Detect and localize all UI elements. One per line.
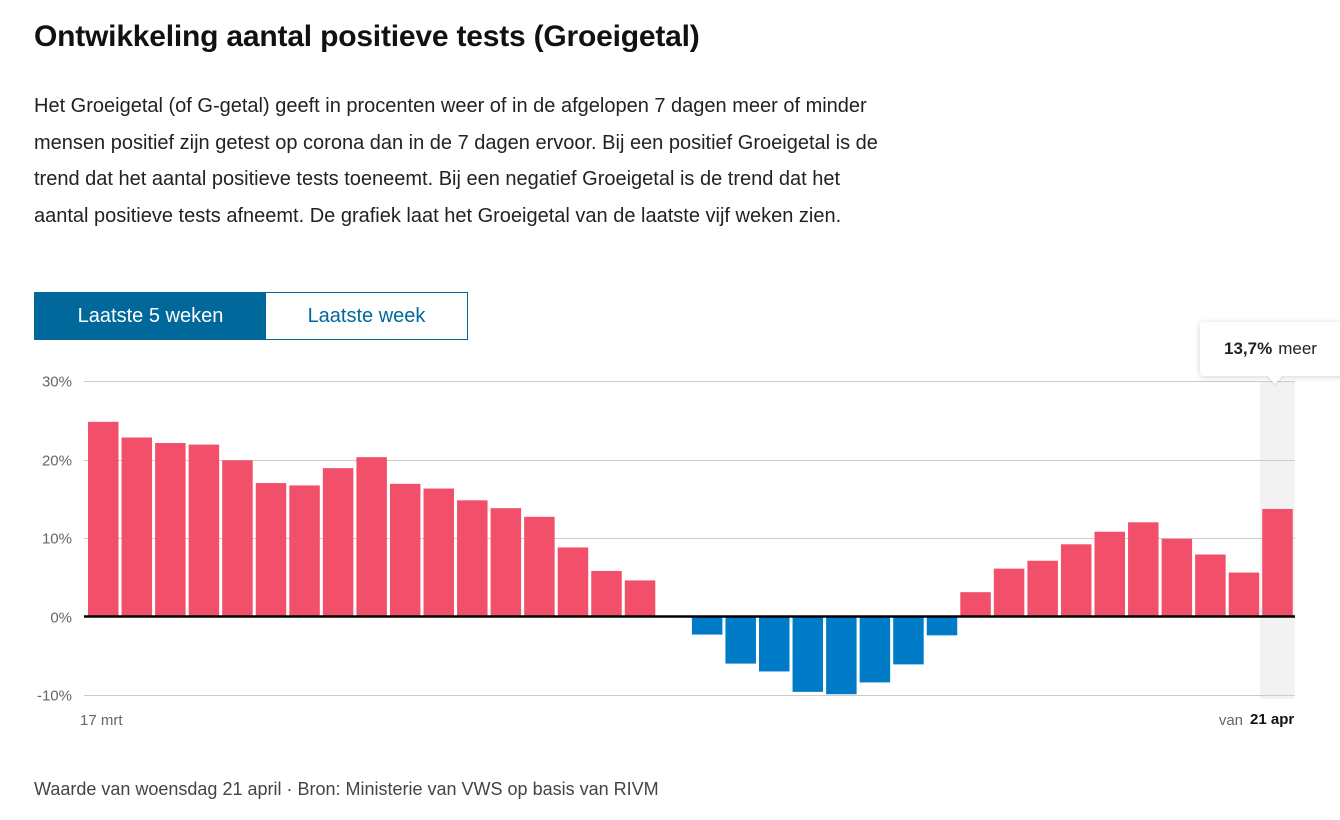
bar[interactable] (155, 443, 186, 617)
bar[interactable] (423, 488, 455, 617)
bar[interactable] (457, 500, 488, 617)
bar[interactable] (524, 516, 555, 617)
bar[interactable] (121, 437, 153, 617)
tab-laatste-week[interactable]: Laatste week (266, 293, 467, 339)
description-text: Het Groeigetal (of G-getal) geeft in pro… (34, 95, 878, 227)
bar[interactable] (624, 580, 656, 617)
bar[interactable] (1228, 572, 1260, 617)
bar[interactable] (322, 468, 354, 617)
bar[interactable] (691, 616, 723, 635)
bar[interactable] (725, 616, 756, 664)
bar[interactable] (1060, 544, 1092, 617)
bar[interactable] (826, 616, 857, 695)
x-end-prefix: van (1219, 712, 1243, 729)
page-title: Ontwikkeling aantal positieve tests (Gro… (34, 20, 700, 53)
bar[interactable] (490, 508, 522, 617)
y-tick-label: 20% (42, 453, 72, 470)
bar[interactable] (222, 460, 253, 617)
bar[interactable] (88, 421, 119, 617)
bar[interactable] (926, 616, 958, 636)
bar[interactable] (557, 547, 589, 617)
value-tooltip: 13,7% meer (1200, 322, 1340, 376)
period-tabs: Laatste 5 weken Laatste week (34, 292, 468, 340)
x-end-label: 21 apr (1250, 711, 1294, 728)
y-tick-label: 10% (42, 531, 72, 548)
tooltip-value: 13,7% (1224, 339, 1273, 358)
bar[interactable] (1161, 538, 1193, 617)
y-tick-label: -10% (37, 688, 72, 705)
bar[interactable] (993, 568, 1025, 617)
bar[interactable] (356, 457, 387, 617)
bar[interactable] (1027, 560, 1058, 617)
bar[interactable] (188, 444, 220, 617)
bar[interactable] (255, 483, 287, 617)
bar[interactable] (289, 485, 320, 617)
bar[interactable] (792, 616, 824, 692)
tab-laatste-5-weken[interactable]: Laatste 5 weken (35, 293, 266, 339)
y-tick-label: 0% (50, 610, 72, 627)
bar[interactable] (1262, 508, 1293, 617)
tooltip-suffix: meer (1278, 339, 1317, 358)
y-tick-label: 30% (42, 374, 72, 391)
source-footer: Waarde van woensdag 21 april · Bron: Min… (34, 779, 659, 799)
bar[interactable] (591, 570, 622, 617)
x-start-label: 17 mrt (80, 712, 123, 729)
bar[interactable] (859, 616, 891, 683)
bar[interactable] (893, 616, 924, 665)
bar[interactable] (389, 483, 421, 617)
bar[interactable] (1128, 522, 1159, 617)
bar[interactable] (960, 592, 991, 617)
bar[interactable] (1094, 531, 1126, 617)
tooltip-arrow-icon (1266, 374, 1284, 384)
bar[interactable] (759, 616, 790, 672)
bar[interactable] (1195, 554, 1226, 617)
